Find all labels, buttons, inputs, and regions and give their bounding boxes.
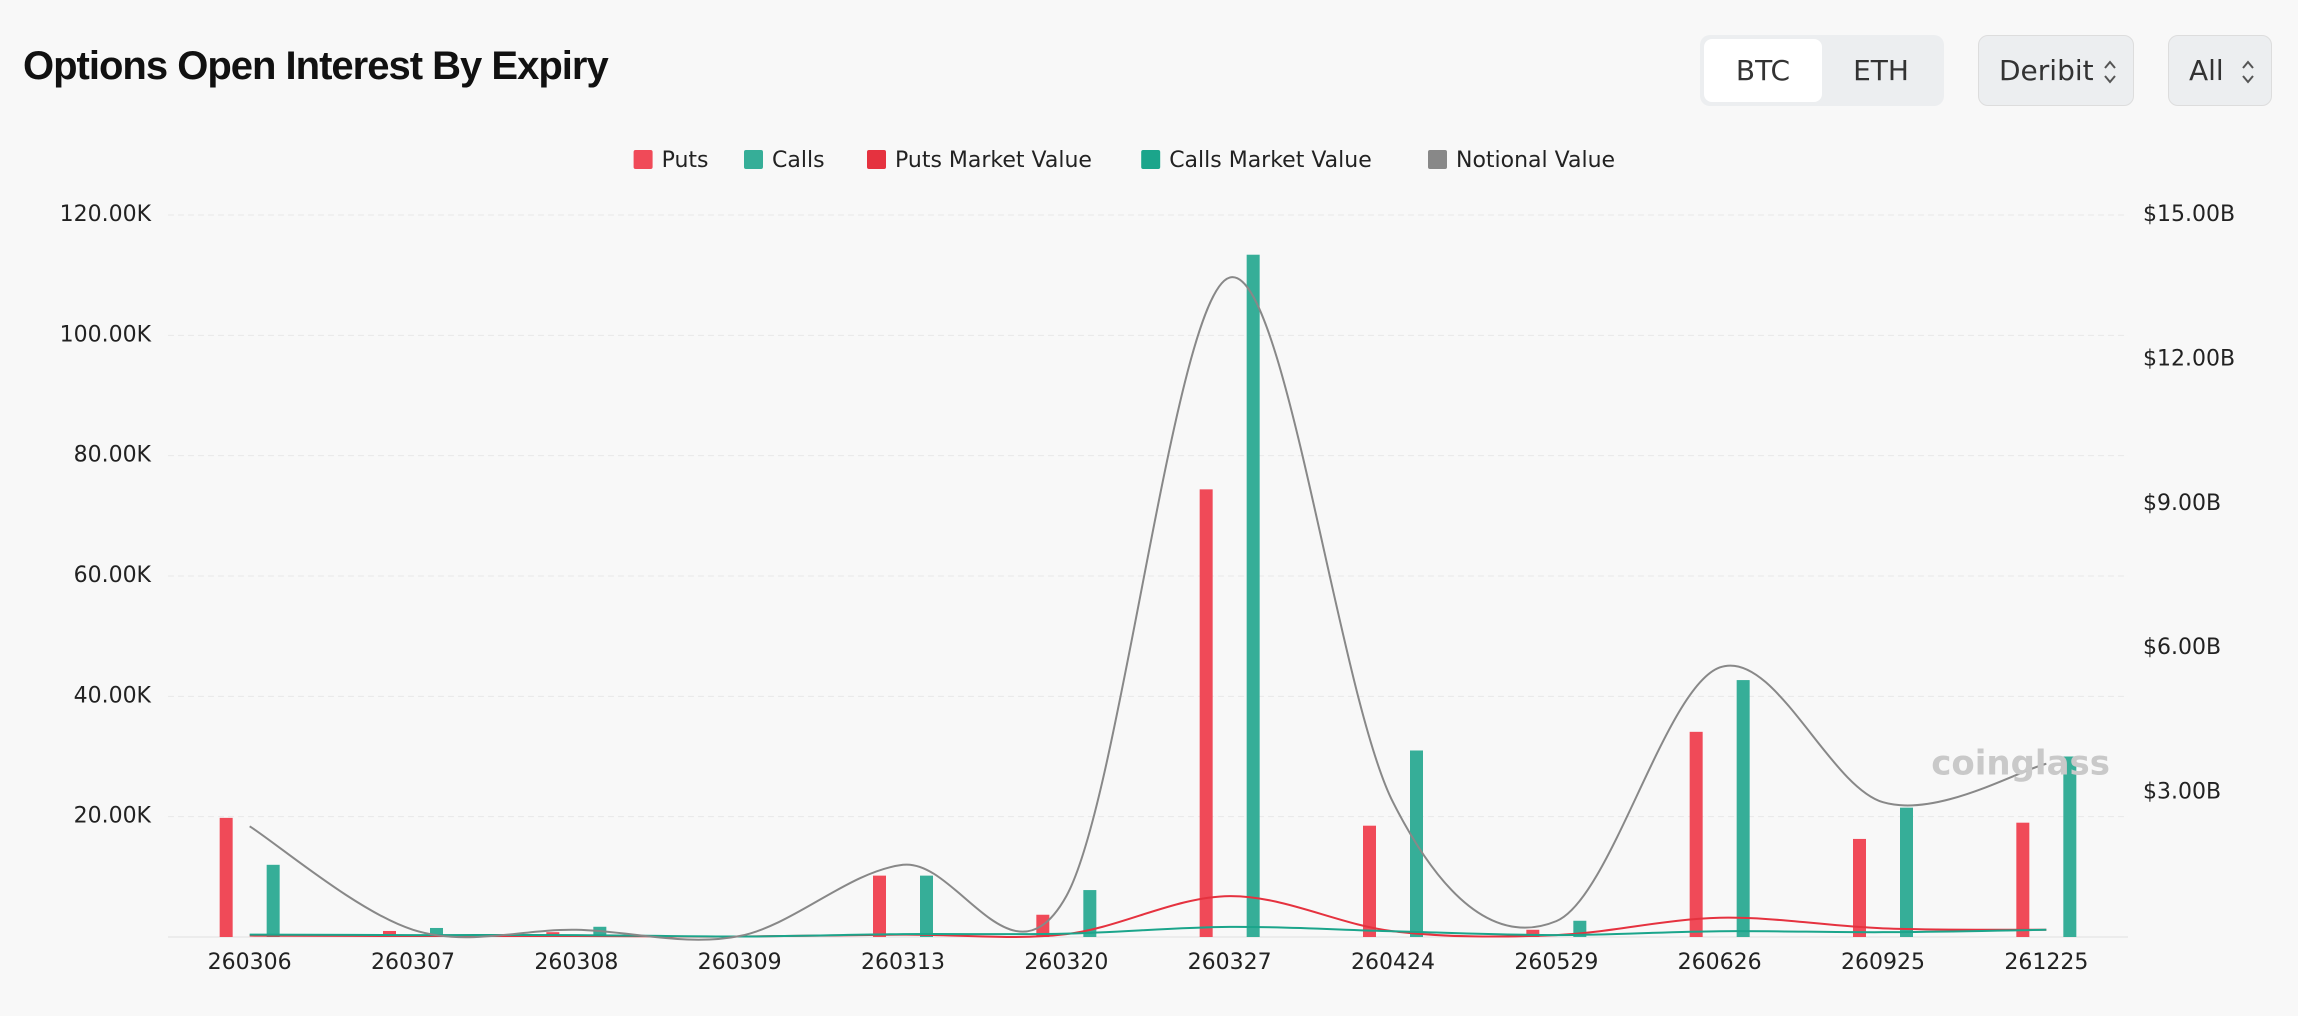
x-tick-label: 260424 xyxy=(1351,950,1435,975)
x-tick-label: 260309 xyxy=(698,950,782,975)
bar xyxy=(1736,680,1750,937)
bar xyxy=(1083,890,1097,937)
legend-swatch xyxy=(744,150,763,169)
bar xyxy=(2063,756,2077,937)
y2-tick-label: $9.00B xyxy=(2143,491,2221,516)
legend-swatch xyxy=(1428,150,1447,169)
legend-swatch xyxy=(867,150,886,169)
dropdown-label: All xyxy=(2189,54,2224,87)
bar xyxy=(219,817,233,937)
x-tick-label: 260320 xyxy=(1024,950,1108,975)
bar xyxy=(1853,838,1866,937)
y2-tick-label: $15.00B xyxy=(2143,202,2235,227)
bar xyxy=(1246,254,1260,937)
bar xyxy=(1900,807,1913,937)
chevron xyxy=(2242,60,2254,84)
bar xyxy=(1363,825,1376,937)
coin-option[interactable]: BTC xyxy=(1704,39,1822,102)
x-tick-label: 260308 xyxy=(534,950,618,975)
bar xyxy=(2016,822,2030,937)
y-tick-label: 60.00K xyxy=(74,563,152,588)
bar xyxy=(266,864,280,937)
legend-label: Calls xyxy=(772,148,825,173)
line xyxy=(249,925,2047,938)
x-tick-label: 260306 xyxy=(208,950,292,975)
x-tick-label: 260925 xyxy=(1841,950,1925,975)
x-tick-label: 260626 xyxy=(1678,950,1762,975)
x-tick-label: 260327 xyxy=(1188,950,1272,975)
page-title: Options Open Interest By Expiry xyxy=(23,44,609,88)
x-tick-label: 260529 xyxy=(1514,950,1598,975)
x-tick-label: 260313 xyxy=(861,950,945,975)
chevron xyxy=(2104,60,2116,84)
dropdown-label: Deribit xyxy=(1999,54,2094,87)
line xyxy=(249,276,2047,941)
coin-toggle: BTC ETH xyxy=(1700,35,1944,106)
y2-tick-label: $6.00B xyxy=(2143,635,2221,660)
bar xyxy=(920,875,933,937)
y-tick-label: 20.00K xyxy=(74,804,152,829)
period-dropdown[interactable]: All xyxy=(2168,35,2272,106)
bar xyxy=(1199,489,1213,937)
bar xyxy=(383,930,396,937)
y-tick-label: 80.00K xyxy=(74,443,152,468)
y2-tick-label: $3.00B xyxy=(2143,780,2221,805)
y-tick-label: 100.00K xyxy=(60,322,152,347)
x-tick-label: 260307 xyxy=(371,950,455,975)
legend-label: Calls Market Value xyxy=(1169,148,1372,173)
bar xyxy=(873,875,886,937)
y2-tick-label: $12.00B xyxy=(2143,346,2235,371)
coin-option[interactable]: ETH xyxy=(1853,54,1909,87)
bar xyxy=(1526,929,1540,937)
legend-label: Puts Market Value xyxy=(895,148,1092,173)
x-tick-label: 261225 xyxy=(2004,950,2088,975)
bar xyxy=(1689,731,1703,937)
y-tick-label: 120.00K xyxy=(60,202,152,227)
legend-swatch xyxy=(1141,150,1161,169)
y-tick-label: 40.00K xyxy=(74,683,152,708)
bar xyxy=(430,927,443,937)
legend-swatch xyxy=(633,150,653,169)
exchange-dropdown[interactable]: Deribit xyxy=(1978,35,2134,106)
watermark: coinglass xyxy=(1931,744,2110,784)
legend-label: Notional Value xyxy=(1456,148,1615,173)
legend-label: Puts xyxy=(662,148,709,173)
